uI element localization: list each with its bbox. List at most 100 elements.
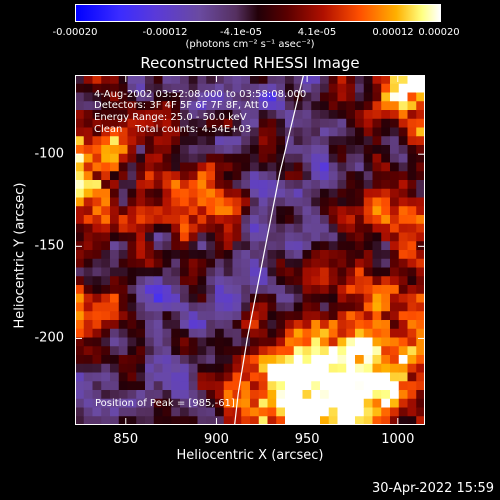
heatmap-cell [215,241,225,251]
heatmap-cell [390,267,400,277]
heatmap-cell [293,83,303,93]
heatmap-cell [346,153,356,163]
heatmap-cell [171,75,181,85]
heatmap-cell [92,390,102,400]
heatmap-cell [232,162,242,172]
heatmap-cell [215,267,225,277]
heatmap-cell [285,101,295,111]
heatmap-cell [372,390,382,400]
heatmap-cell [328,162,338,172]
heatmap-cell [381,127,391,137]
heatmap-cell [153,337,163,347]
heatmap-cell [363,416,373,425]
heatmap-cell [398,355,408,365]
heatmap-cell [372,188,382,198]
heatmap-cell [381,355,391,365]
heatmap-cell [293,346,303,356]
heatmap-cell [372,293,382,303]
heatmap-cell [162,250,172,260]
heatmap-cell [136,171,146,181]
heatmap-cell [153,398,163,408]
heatmap-cell [293,407,303,417]
heatmap-cell [232,320,242,330]
heatmap-cell [416,285,425,295]
heatmap-cell [241,92,251,102]
heatmap-cell [381,328,391,338]
heatmap-cell [110,328,120,338]
heatmap-cell [118,127,128,137]
heatmap-cell [171,320,181,330]
heatmap-cell [320,276,330,286]
heatmap-cell [83,311,93,321]
heatmap-cell [223,101,233,111]
heatmap-cell [153,250,163,260]
heatmap-cell [250,118,260,128]
heatmap-cell [223,232,233,242]
heatmap-cell [162,153,172,163]
heatmap-cell [250,346,260,356]
heatmap-cell [390,250,400,260]
heatmap-cell [197,320,207,330]
heatmap-cell [293,381,303,391]
heatmap-cell [241,110,251,120]
heatmap-cell [320,83,330,93]
heatmap-cell [355,162,365,172]
heatmap-cell [101,285,111,295]
heatmap-cell [110,197,120,207]
heatmap-cell [92,337,102,347]
heatmap-cell [320,197,330,207]
heatmap-cell [118,92,128,102]
heatmap-cell [145,267,155,277]
heatmap-cell [416,346,425,356]
heatmap-cell [127,372,137,382]
heatmap-cell [320,145,330,155]
heatmap-cell [223,171,233,181]
heatmap-cell [92,302,102,312]
heatmap-cell [416,127,425,137]
heatmap-cell [162,285,172,295]
heatmap-cell [407,346,417,356]
heatmap-cell [363,171,373,181]
heatmap-cell [355,145,365,155]
heatmap-cell [250,83,260,93]
heatmap-cell [215,302,225,312]
heatmap-cell [320,328,330,338]
heatmap-cell [101,206,111,216]
heatmap-cell [355,328,365,338]
heatmap-cell [302,83,312,93]
heatmap-cell [223,136,233,146]
heatmap-cell [258,337,268,347]
heatmap-cell [188,407,198,417]
heatmap-cell [171,258,181,268]
heatmap-cell [136,127,146,137]
heatmap-cell [267,320,277,330]
heatmap-cell [355,302,365,312]
heatmap-cell [197,136,207,146]
heatmap-cell [407,337,417,347]
heatmap-cell [232,197,242,207]
heatmap-cell [101,180,111,190]
heatmap-cell [223,293,233,303]
heatmap-cell [346,302,356,312]
heatmap-cell [346,250,356,260]
heatmap-cell [320,127,330,137]
heatmap-cell [398,285,408,295]
heatmap-cell [92,153,102,163]
heatmap-cell [127,302,137,312]
heatmap-cell [83,171,93,181]
heatmap-cell [311,346,321,356]
heatmap-cell [302,188,312,198]
heatmap-cell [337,337,347,347]
heatmap-cell [145,258,155,268]
heatmap-cell [276,355,286,365]
heatmap-cell [101,416,111,425]
heatmap-cell [302,293,312,303]
heatmap-cell [188,390,198,400]
heatmap-cell [153,197,163,207]
heatmap-cell [416,136,425,146]
heatmap-cell [136,407,146,417]
heatmap-cell [293,101,303,111]
heatmap-cell [223,416,233,425]
heatmap-cell [285,206,295,216]
heatmap-cell [223,407,233,417]
